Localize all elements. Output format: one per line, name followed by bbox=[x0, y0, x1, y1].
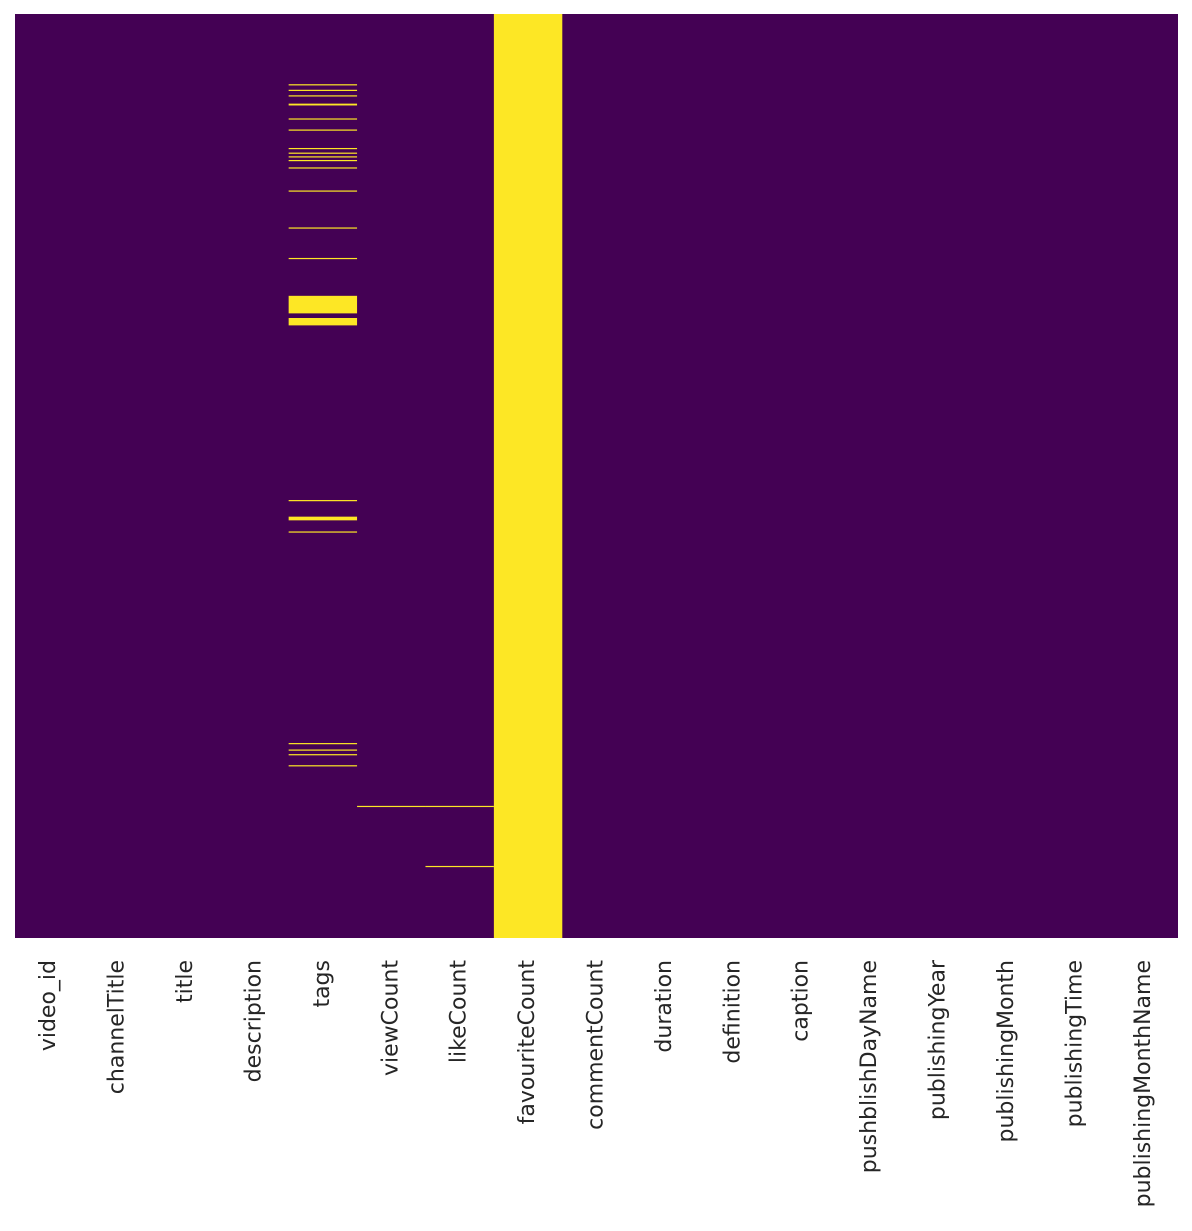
missing-cell-tags bbox=[288, 516, 358, 521]
missing-cell-tags bbox=[288, 257, 358, 260]
x-tick-label: description bbox=[241, 960, 266, 1082]
missing-cell-tags bbox=[288, 295, 358, 314]
x-tick-label: channelTitle bbox=[105, 960, 130, 1094]
x-tick-label: publishingMonthName bbox=[1131, 960, 1156, 1207]
heatmap-background-present bbox=[15, 14, 1178, 938]
missing-cell-tags bbox=[288, 765, 358, 767]
x-tick-label: publishingTime bbox=[1062, 960, 1087, 1127]
missing-cell-tags bbox=[288, 190, 358, 192]
missing-cell-tags bbox=[288, 749, 358, 751]
x-tick-label: pushblishDayName bbox=[857, 960, 882, 1173]
x-tick-label: publishingMonth bbox=[994, 960, 1019, 1142]
heatmap-cells bbox=[15, 14, 1178, 938]
missing-cell-tags bbox=[288, 152, 358, 154]
missing-cell-favouriteCount bbox=[493, 14, 563, 938]
missing-cell-tags bbox=[288, 118, 358, 120]
missing-cell-tags bbox=[288, 147, 358, 150]
x-tick-label: likeCount bbox=[447, 960, 472, 1063]
missing-cell-tags bbox=[288, 156, 358, 158]
missing-cell-tags bbox=[288, 227, 358, 229]
missing-cell-tags bbox=[288, 159, 358, 162]
missing-cell-tags bbox=[288, 754, 358, 756]
x-tick-label: favouriteCount bbox=[515, 960, 540, 1125]
missing-cell-tags bbox=[288, 743, 358, 745]
x-tick-label: viewCount bbox=[378, 960, 403, 1076]
x-tick-label: duration bbox=[652, 960, 677, 1053]
missing-cell-likeCount bbox=[425, 865, 494, 868]
x-tick-labels: video_id channelTitle title description tags… bbox=[36, 959, 1156, 1207]
missing-cell-tags bbox=[288, 317, 358, 326]
x-tick-label: publishingYear bbox=[926, 959, 951, 1120]
x-tick-label: commentCount bbox=[584, 960, 609, 1130]
missing-cell-tags bbox=[288, 500, 358, 502]
missing-cell-tags bbox=[288, 89, 358, 91]
missing-cell-viewCount bbox=[357, 805, 426, 808]
x-tick-label: caption bbox=[789, 960, 814, 1042]
x-tick-label: video_id bbox=[36, 960, 61, 1051]
missing-cell-tags bbox=[288, 84, 358, 86]
missing-cell-tags bbox=[288, 129, 358, 131]
missing-cell-tags bbox=[288, 531, 358, 533]
x-tick-label: tags bbox=[310, 960, 335, 1008]
missing-cell-tags bbox=[288, 167, 358, 169]
missing-cell-tags bbox=[288, 103, 358, 106]
missing-cell-tags bbox=[288, 95, 358, 97]
x-tick-label: title bbox=[173, 960, 198, 1003]
missing-cell-likeCount bbox=[425, 805, 494, 808]
x-tick-label: definition bbox=[720, 960, 745, 1064]
